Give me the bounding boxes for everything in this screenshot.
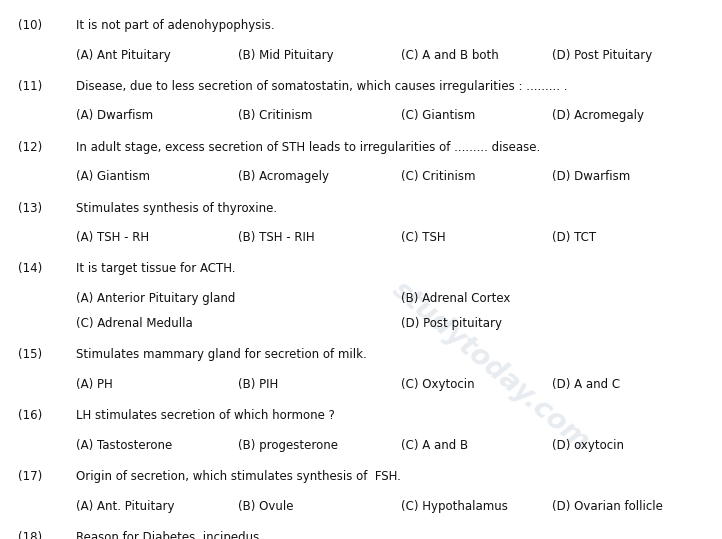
Text: (D) Post Pituitary: (D) Post Pituitary bbox=[552, 49, 653, 61]
Text: (D) Acromegaly: (D) Acromegaly bbox=[552, 109, 644, 122]
Text: (C) A and B: (C) A and B bbox=[401, 439, 468, 452]
Text: Stimulates synthesis of thyroxine.: Stimulates synthesis of thyroxine. bbox=[76, 202, 277, 215]
Text: (A) Ant Pituitary: (A) Ant Pituitary bbox=[76, 49, 170, 61]
Text: (D) Ovarian follicle: (D) Ovarian follicle bbox=[552, 500, 664, 513]
Text: (A) Anterior Pituitary gland: (A) Anterior Pituitary gland bbox=[76, 292, 235, 305]
Text: (B) Acromagely: (B) Acromagely bbox=[238, 170, 329, 183]
Text: Reason for Diabetes  incipedus.: Reason for Diabetes incipedus. bbox=[76, 531, 263, 539]
Text: (A) Dwarfism: (A) Dwarfism bbox=[76, 109, 153, 122]
Text: (D) Dwarfism: (D) Dwarfism bbox=[552, 170, 630, 183]
Text: It is target tissue for ACTH.: It is target tissue for ACTH. bbox=[76, 262, 235, 275]
Text: (B) Ovule: (B) Ovule bbox=[238, 500, 294, 513]
Text: (13): (13) bbox=[18, 202, 42, 215]
Text: (B) Adrenal Cortex: (B) Adrenal Cortex bbox=[401, 292, 510, 305]
Text: studytoday.com: studytoday.com bbox=[387, 276, 595, 457]
Text: (D) A and C: (D) A and C bbox=[552, 378, 620, 391]
Text: (B) Critinism: (B) Critinism bbox=[238, 109, 313, 122]
Text: (10): (10) bbox=[18, 19, 42, 32]
Text: (C) Adrenal Medulla: (C) Adrenal Medulla bbox=[76, 317, 193, 330]
Text: (15): (15) bbox=[18, 348, 42, 361]
Text: (C) Giantism: (C) Giantism bbox=[401, 109, 475, 122]
Text: In adult stage, excess secretion of STH leads to irregularities of ......... dis: In adult stage, excess secretion of STH … bbox=[76, 141, 540, 154]
Text: (C) Hypothalamus: (C) Hypothalamus bbox=[401, 500, 508, 513]
Text: (D) Post pituitary: (D) Post pituitary bbox=[401, 317, 502, 330]
Text: (C) TSH: (C) TSH bbox=[401, 231, 445, 244]
Text: (C) Oxytocin: (C) Oxytocin bbox=[401, 378, 474, 391]
Text: (B) PIH: (B) PIH bbox=[238, 378, 279, 391]
Text: (14): (14) bbox=[18, 262, 43, 275]
Text: (C) Critinism: (C) Critinism bbox=[401, 170, 475, 183]
Text: (A) Ant. Pituitary: (A) Ant. Pituitary bbox=[76, 500, 174, 513]
Text: Disease, due to less secretion of somatostatin, which causes irregularities : ..: Disease, due to less secretion of somato… bbox=[76, 80, 567, 93]
Text: (B) Mid Pituitary: (B) Mid Pituitary bbox=[238, 49, 334, 61]
Text: (D) oxytocin: (D) oxytocin bbox=[552, 439, 625, 452]
Text: (A) TSH - RH: (A) TSH - RH bbox=[76, 231, 149, 244]
Text: (A) Giantism: (A) Giantism bbox=[76, 170, 149, 183]
Text: (17): (17) bbox=[18, 470, 43, 483]
Text: (C) A and B both: (C) A and B both bbox=[401, 49, 498, 61]
Text: (12): (12) bbox=[18, 141, 43, 154]
Text: (18): (18) bbox=[18, 531, 42, 539]
Text: (A) PH: (A) PH bbox=[76, 378, 113, 391]
Text: (B) progesterone: (B) progesterone bbox=[238, 439, 339, 452]
Text: Stimulates mammary gland for secretion of milk.: Stimulates mammary gland for secretion o… bbox=[76, 348, 367, 361]
Text: (D) TCT: (D) TCT bbox=[552, 231, 596, 244]
Text: It is not part of adenohypophysis.: It is not part of adenohypophysis. bbox=[76, 19, 274, 32]
Text: (16): (16) bbox=[18, 409, 43, 422]
Text: (11): (11) bbox=[18, 80, 43, 93]
Text: (A) Tastosterone: (A) Tastosterone bbox=[76, 439, 172, 452]
Text: LH stimulates secretion of which hormone ?: LH stimulates secretion of which hormone… bbox=[76, 409, 335, 422]
Text: (B) TSH - RIH: (B) TSH - RIH bbox=[238, 231, 315, 244]
Text: Origin of secretion, which stimulates synthesis of  FSH.: Origin of secretion, which stimulates sy… bbox=[76, 470, 401, 483]
